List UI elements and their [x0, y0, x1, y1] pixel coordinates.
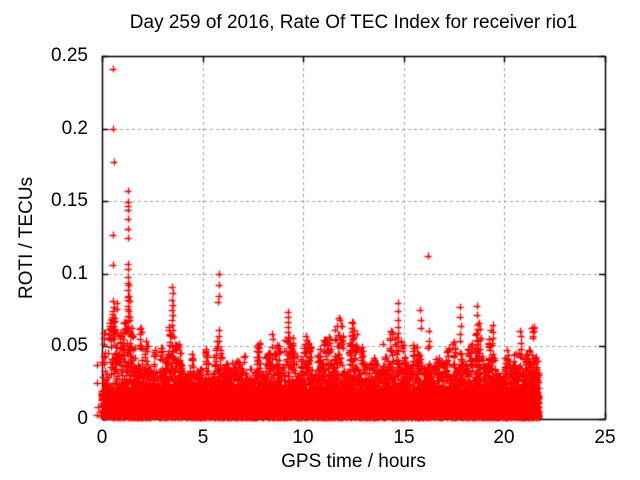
y-tick-label: 0.15 [51, 190, 88, 211]
x-tick-label: 15 [393, 427, 415, 448]
x-tick-label: 20 [493, 427, 515, 448]
x-tick-label: 0 [96, 427, 108, 448]
x-tick-label: 25 [594, 427, 616, 448]
y-tick-label: 0 [77, 408, 88, 429]
x-tick-label: 5 [197, 427, 209, 448]
y-tick-label: 0.25 [51, 45, 88, 66]
y-tick-label: 0.2 [61, 118, 88, 139]
x-tick-label: 10 [292, 427, 314, 448]
x-axis-label: GPS time / hours [281, 451, 426, 472]
y-tick-label: 0.1 [61, 263, 88, 284]
chart-title: Day 259 of 2016, Rate Of TEC Index for r… [129, 12, 578, 33]
y-tick-label: 0.05 [51, 335, 88, 356]
